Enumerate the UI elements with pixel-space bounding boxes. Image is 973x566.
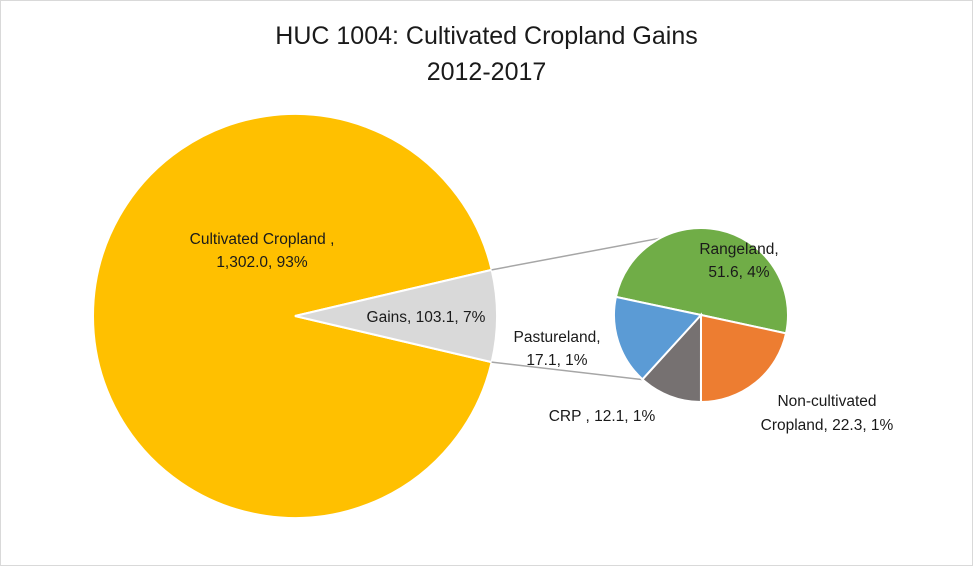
slice-rangeland [614, 227, 789, 335]
label-gains: Gains, 103.1, 7% [367, 309, 486, 326]
label-non-cultivated-line2: Cropland, 22.3, 1% [761, 417, 894, 434]
chart-title: HUC 1004: Cultivated Cropland Gains 2012… [0, 18, 973, 90]
label-rangeland-line2: 51.6, 4% [708, 264, 769, 281]
label-crp: CRP , 12.1, 1% [549, 408, 656, 425]
chart-title-line2: 2012-2017 [426, 58, 547, 86]
slice-crp [641, 312, 703, 404]
chart-title-line1: HUC 1004: Cultivated Cropland Gains [275, 22, 698, 50]
label-non-cultivated-line1: Non-cultivated [777, 393, 876, 410]
main-pie [92, 113, 498, 519]
slice-non-cultivated-cropland [699, 313, 788, 404]
connector-lines [491, 237, 661, 381]
label-pastureland-line2: 17.1, 1% [526, 352, 587, 369]
connector-line-top [491, 237, 661, 271]
secondary-pie [613, 227, 789, 404]
connector-line-bottom [491, 361, 643, 381]
label-pastureland-line1: Pastureland, [513, 329, 600, 346]
label-cultivated-cropland-line1: Cultivated Cropland , [190, 231, 335, 248]
slice-pastureland [613, 295, 703, 381]
slice-cultivated-cropland [92, 113, 493, 519]
label-cultivated-cropland-line2: 1,302.0, 93% [216, 254, 308, 271]
label-rangeland-line1: Rangeland, [699, 241, 778, 258]
